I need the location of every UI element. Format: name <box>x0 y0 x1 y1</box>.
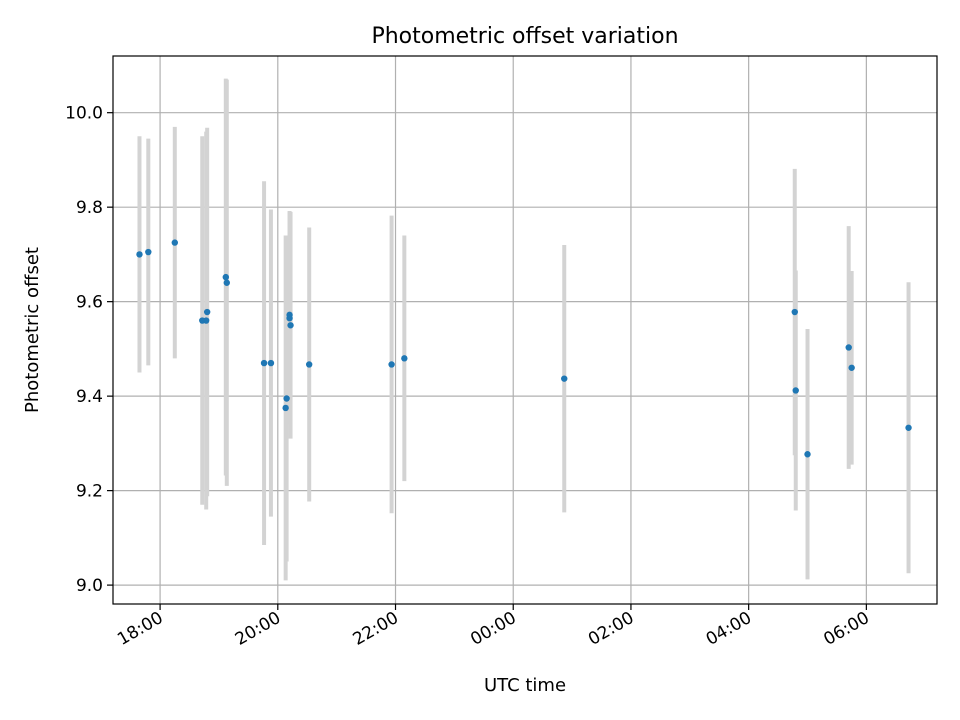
data-point <box>401 355 408 362</box>
data-point <box>282 404 289 412</box>
data-point <box>845 344 852 351</box>
x-tick-label: 06:00 <box>820 608 872 650</box>
grid <box>113 56 937 604</box>
y-tick-label: 9.4 <box>76 387 103 407</box>
x-axis-ticks: 18:00 20:00 22:00 00:00 02:00 04:00 06:00 <box>114 604 873 650</box>
plot-frame <box>112 55 938 605</box>
chart-title: Photometric offset variation <box>371 24 678 49</box>
y-tick-label: 9.0 <box>76 576 103 596</box>
x-tick-label: 20:00 <box>232 608 284 650</box>
y-tick-label: 9.2 <box>76 482 103 502</box>
x-axis-label: UTC time <box>484 675 566 696</box>
data-point <box>203 308 211 316</box>
y-axis-label: Photometric offset <box>22 247 43 413</box>
data-point <box>145 248 152 256</box>
y-tick-label: 10.0 <box>65 104 103 124</box>
data-point <box>905 424 912 431</box>
data-point <box>388 361 395 368</box>
data-point <box>283 395 290 402</box>
data-point <box>804 451 811 458</box>
data-point <box>287 322 294 329</box>
data-points <box>136 239 912 458</box>
data-point <box>260 359 268 367</box>
y-tick-label: 9.8 <box>76 198 103 218</box>
data-point <box>305 361 313 368</box>
y-axis-ticks: 9.0 9.2 9.4 9.6 9.8 10.0 <box>65 104 113 596</box>
x-tick-label: 02:00 <box>585 608 637 650</box>
data-point <box>222 273 230 281</box>
data-point <box>792 387 799 394</box>
x-tick-label: 04:00 <box>703 608 755 650</box>
data-point <box>267 359 275 367</box>
data-point <box>286 314 293 322</box>
x-tick-label: 00:00 <box>467 608 519 650</box>
data-point <box>223 279 230 286</box>
data-point <box>848 364 855 371</box>
y-tick-label: 9.6 <box>76 293 103 313</box>
data-point <box>136 251 143 258</box>
data-point <box>791 308 798 316</box>
x-tick-label: 22:00 <box>350 608 402 650</box>
data-point <box>171 239 178 246</box>
data-point <box>202 317 210 324</box>
x-tick-label: 18:00 <box>114 608 166 650</box>
error-bars <box>137 78 911 581</box>
data-point <box>561 375 568 382</box>
